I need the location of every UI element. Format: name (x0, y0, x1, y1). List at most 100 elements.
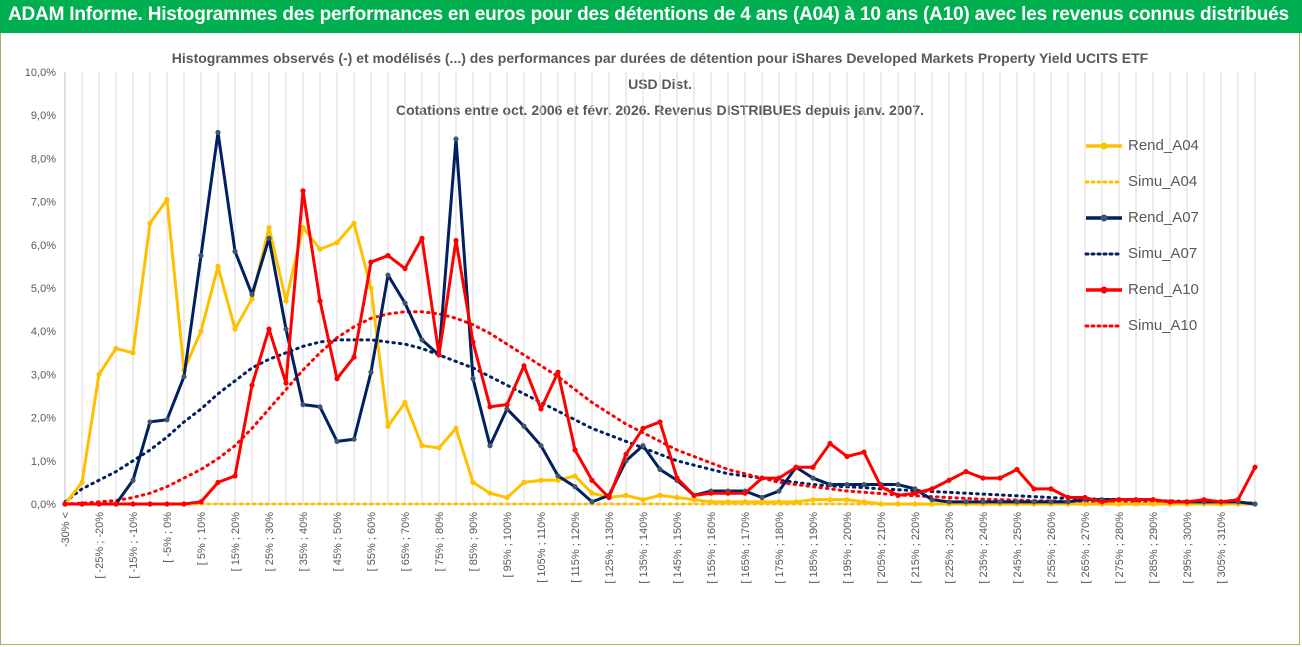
data-point-rend-a04 (504, 494, 510, 501)
data-point-rend-a04 (1133, 501, 1139, 507)
data-point-rend-a10 (725, 490, 731, 496)
data-point-rend-a10 (419, 235, 425, 241)
x-tick-label: [ 215% ; 220% (910, 512, 922, 584)
data-point-rend-a04 (113, 345, 119, 352)
legend-label-rend-a10: Rend_A10 (1128, 281, 1199, 298)
data-point-rend-a07 (181, 373, 187, 380)
data-point-rend-a07 (368, 369, 374, 375)
x-tick-label: [ -5% ; 0% (162, 512, 174, 563)
data-point-rend-a07 (657, 466, 663, 473)
data-point-rend-a10 (946, 477, 952, 483)
data-point-rend-a04 (793, 499, 799, 505)
data-point-rend-a07 (334, 438, 340, 444)
data-point-rend-a10 (266, 326, 272, 332)
legend-item-simu-a10: Simu_A10 (1080, 316, 1270, 336)
data-point-rend-a10 (181, 501, 187, 507)
data-point-rend-a07 (317, 404, 323, 410)
data-point-rend-a04 (895, 501, 901, 507)
data-point-rend-a10 (623, 451, 629, 457)
x-tick-label: [ 175% ; 180% (774, 512, 786, 584)
data-point-rend-a10 (997, 475, 1003, 481)
data-point-rend-a04 (164, 196, 170, 203)
legend-item-rend-a10: Rend_A10 (1080, 280, 1270, 300)
data-point-rend-a04 (130, 350, 136, 356)
legend-label-simu-a10: Simu_A10 (1128, 317, 1198, 334)
y-tick-label: 9,0% (31, 110, 56, 122)
legend-swatch-rend-a04 (1086, 142, 1122, 150)
data-point-rend-a07 (538, 443, 544, 449)
data-point-rend-a10 (62, 501, 68, 507)
data-point-rend-a10 (691, 492, 697, 498)
data-point-rend-a10 (878, 484, 884, 490)
data-point-rend-a04 (861, 499, 867, 505)
data-point-rend-a04 (640, 497, 646, 503)
data-point-rend-a10 (1252, 464, 1258, 470)
data-point-rend-a07 (810, 475, 816, 481)
legend-swatch-simu-a04 (1084, 180, 1124, 184)
data-point-rend-a07 (232, 248, 238, 254)
data-point-rend-a10 (402, 265, 408, 272)
data-point-rend-a07 (827, 481, 833, 488)
data-point-rend-a10 (1065, 494, 1071, 501)
data-point-rend-a07 (147, 419, 153, 425)
data-point-rend-a07 (572, 484, 578, 490)
y-tick-label: 8,0% (31, 153, 56, 165)
data-point-rend-a07 (419, 337, 425, 343)
data-point-rend-a07 (861, 481, 867, 488)
data-point-rend-a04 (572, 473, 578, 479)
y-tick-label: 7,0% (31, 197, 56, 209)
data-point-rend-a04 (708, 499, 714, 505)
data-point-rend-a10 (385, 253, 391, 259)
data-point-rend-a07 (215, 129, 221, 136)
data-point-rend-a07 (1065, 499, 1071, 505)
data-point-rend-a10 (810, 464, 816, 470)
data-point-rend-a04 (249, 296, 255, 302)
data-point-rend-a10 (827, 440, 833, 447)
data-point-rend-a10 (708, 490, 714, 496)
x-tick-label: [ -15% ; -10% (128, 512, 140, 579)
data-point-rend-a10 (164, 501, 170, 507)
data-point-rend-a10 (895, 492, 901, 498)
legend-label-simu-a04: Simu_A04 (1128, 173, 1198, 190)
data-point-rend-a10 (96, 501, 102, 507)
data-point-rend-a07 (640, 443, 646, 449)
data-point-rend-a10 (555, 369, 561, 375)
data-point-rend-a10 (1048, 486, 1054, 492)
data-point-rend-a04 (487, 490, 493, 496)
data-point-rend-a10 (1201, 497, 1207, 503)
x-tick-label: [ 235% ; 240% (978, 512, 990, 584)
data-point-rend-a10 (572, 447, 578, 453)
x-tick-label: -30% < (60, 512, 72, 547)
legend-swatch-rend-a10 (1086, 286, 1122, 294)
x-tick-label: [ 295% ; 300% (1182, 512, 1194, 584)
series-line-simu-a07 (63, 338, 1257, 505)
data-point-rend-a10 (453, 237, 459, 244)
data-point-rend-a07 (946, 499, 952, 505)
data-point-rend-a07 (453, 136, 459, 142)
x-tick-label: [ 245% ; 250% (1012, 512, 1024, 584)
data-point-rend-a10 (1218, 499, 1224, 505)
data-point-rend-a10 (538, 406, 544, 412)
data-point-rend-a04 (266, 224, 272, 231)
data-point-rend-a10 (1133, 497, 1139, 503)
data-point-rend-a04 (419, 443, 425, 449)
legend-swatch-simu-a10 (1084, 324, 1124, 328)
data-point-rend-a10 (487, 404, 493, 410)
x-tick-label: [ 125% ; 130% (604, 512, 616, 584)
data-point-rend-a04 (776, 499, 782, 505)
legend-swatch-rend-a07 (1086, 214, 1122, 222)
data-point-rend-a04 (810, 497, 816, 503)
x-tick-label: [ 185% ; 190% (808, 512, 820, 584)
data-point-rend-a04 (521, 479, 527, 485)
data-point-rend-a04 (1150, 501, 1156, 507)
legend-label-simu-a07: Simu_A07 (1128, 245, 1198, 262)
x-tick-label: [ 15% ; 20% (230, 512, 242, 572)
data-point-rend-a10 (436, 352, 442, 358)
data-point-rend-a10 (674, 475, 680, 481)
data-point-rend-a07 (844, 481, 850, 488)
x-tick-label: [ 85% ; 90% (468, 512, 480, 572)
data-point-rend-a04 (725, 499, 731, 505)
y-tick-label: 0,0% (31, 499, 56, 511)
data-point-rend-a10 (300, 188, 306, 194)
